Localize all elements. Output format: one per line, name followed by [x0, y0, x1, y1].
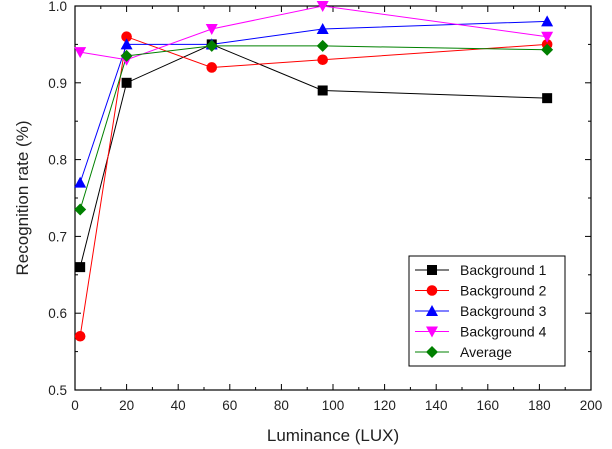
data-point-series-5	[205, 39, 218, 52]
series-markers	[74, 1, 554, 342]
x-tick-label: 60	[222, 398, 237, 413]
data-point-series-1	[75, 262, 86, 273]
x-tick-label: 140	[425, 398, 448, 413]
x-axis-ticks: 0 20 40 60 80 100 120 140 160 180 200	[71, 6, 602, 413]
legend-marker-1	[427, 265, 437, 275]
data-point-series-5	[74, 203, 87, 216]
data-point-series-4	[74, 47, 87, 59]
data-point-series-5	[316, 39, 329, 52]
y-axis-ticks: 0.5 0.6 0.7 0.8 0.9 1.0	[48, 0, 591, 398]
y-tick-label: 0.8	[48, 153, 67, 168]
data-point-series-1	[121, 77, 132, 88]
x-tick-label: 200	[580, 398, 603, 413]
legend-marker-5	[426, 346, 438, 358]
legend-marker-2	[426, 285, 438, 296]
legend-label-4: Background 4	[460, 324, 547, 340]
x-tick-label: 180	[528, 398, 551, 413]
data-point-series-5	[120, 49, 133, 62]
data-point-series-3	[120, 38, 133, 50]
x-axis-title: Luminance (LUX)	[267, 426, 399, 445]
data-point-series-4	[541, 31, 554, 43]
data-point-series-4	[205, 24, 218, 36]
legend-label-1: Background 1	[460, 262, 547, 278]
y-tick-label: 0.9	[48, 76, 67, 91]
legend-marker-4	[426, 326, 438, 338]
data-point-series-2	[206, 62, 218, 73]
data-point-series-3	[541, 15, 554, 27]
legend-label-2: Background 2	[460, 283, 547, 299]
y-tick-label: 0.5	[48, 383, 67, 398]
x-tick-label: 20	[119, 398, 134, 413]
data-point-series-1	[317, 85, 328, 96]
y-tick-label: 1.0	[48, 0, 67, 14]
data-point-series-2	[121, 31, 132, 43]
data-point-series-2	[74, 330, 86, 342]
x-tick-label: 0	[71, 398, 79, 413]
data-point-series-4	[316, 1, 329, 12]
legend: Background 1 Background 2 Background 3 Back…	[408, 255, 566, 367]
y-tick-label: 0.6	[48, 306, 67, 321]
x-tick-label: 40	[171, 398, 186, 413]
data-point-series-1	[542, 93, 553, 104]
data-point-series-3	[316, 23, 329, 35]
y-tick-label: 0.7	[48, 229, 67, 244]
x-tick-label: 120	[373, 398, 396, 413]
x-tick-label: 160	[477, 398, 500, 413]
y-axis-title: Recognition rate (%)	[13, 121, 32, 276]
x-tick-label: 80	[274, 398, 289, 413]
data-point-series-3	[74, 176, 87, 188]
data-point-series-5	[541, 43, 554, 56]
x-tick-label: 100	[322, 398, 345, 413]
data-point-series-2	[317, 54, 328, 66]
legend-label-3: Background 3	[460, 303, 547, 319]
legend-marker-3	[426, 305, 438, 316]
legend-label-5: Average	[460, 344, 512, 360]
